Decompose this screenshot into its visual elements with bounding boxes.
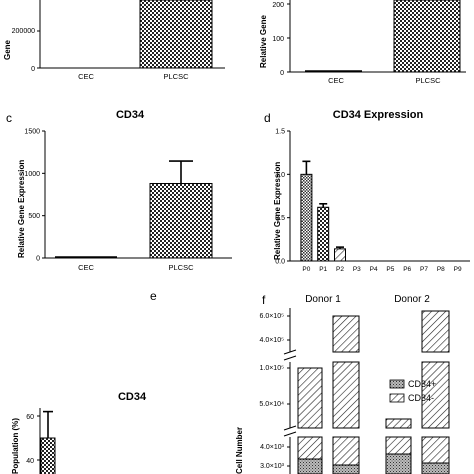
d-y-tick-label: 1.0 <box>275 172 285 179</box>
d-x-tick-label: P0 <box>302 266 310 273</box>
a-x-tick-label: CEC <box>78 72 94 81</box>
f-axis-break <box>283 349 297 355</box>
f-bar-donor2-a-cd34pos <box>385 453 412 474</box>
d-bar <box>317 206 330 262</box>
panel-d-letter: d <box>264 111 271 125</box>
f-bar-donor2-b-cd34neg-mid <box>421 361 450 429</box>
f-legend-swatch-cd34pos <box>389 379 405 389</box>
panel-c: c CD34 Relative Gene Expression 0 500 1000… <box>6 109 232 272</box>
a-tick-label: 200000 <box>12 28 35 35</box>
b-tick-label: 0 <box>280 70 284 77</box>
b-tick-label: 200 <box>272 2 284 9</box>
a-tick-label: 0 <box>31 66 35 73</box>
f-legend: CD34+ CD34- <box>389 379 436 403</box>
f-bar-donor1-b-cd34neg-top <box>332 315 360 353</box>
f-tick-label: 6.0×10⁵ <box>259 313 284 320</box>
f-tick-label: 3.0×10³ <box>260 463 285 470</box>
e-tick-label: 40 <box>26 458 34 465</box>
b-x-tick-label: CEC <box>328 76 344 85</box>
d-y-tick-label: 0.5 <box>275 215 285 222</box>
c-y-tick-label: 1500 <box>24 129 40 136</box>
b-y-axis-label: Relative Gene <box>259 15 268 68</box>
d-x-tick-label: P7 <box>420 266 428 273</box>
f-bar-donor2-b-cd34neg-low <box>421 436 450 464</box>
c-y-tick-label: 500 <box>28 213 40 220</box>
d-x-tick-label: P8 <box>437 266 445 273</box>
f-bar-donor1-b-cd34pos <box>332 464 360 474</box>
f-bar-donor2-b-cd34pos <box>421 462 450 474</box>
b-x-tick-label: PLCSC <box>415 76 441 85</box>
panel-c-letter: c <box>6 111 12 125</box>
e-plot-area <box>40 410 56 474</box>
f-group-label-donor2: Donor 2 <box>394 294 430 305</box>
b-tick-label: 100 <box>272 36 284 43</box>
d-bar <box>334 248 346 262</box>
d-x-tick-label: P3 <box>353 266 361 273</box>
f-bar-donor2-b-cd34neg-top <box>421 310 450 353</box>
f-legend-label-cd34pos: CD34+ <box>408 379 436 389</box>
f-bar-donor1-a-cd34pos <box>297 458 323 474</box>
panel-d: d CD34 Expression Relative Gene Expressi… <box>264 109 470 273</box>
panel-b: 200 100 0 Relative Gene CEC PLCSC <box>259 0 466 85</box>
c-x-tick-label: CEC <box>78 263 94 272</box>
f-bar-donor2-a-cd34neg-low <box>385 436 412 455</box>
d-y-tick-label: 0.0 <box>275 259 285 266</box>
c-y-axis-label: Relative Gene Expression <box>17 160 26 258</box>
c-y-tick-label: 1000 <box>24 171 40 178</box>
panel-e: e CD34 Population (%) 60 40 <box>11 289 157 474</box>
d-x-tick-label: P9 <box>454 266 462 273</box>
c-y-tick-label: 0 <box>36 256 40 263</box>
d-bar <box>300 173 313 262</box>
a-bar-plcsc <box>139 0 213 69</box>
f-tick-label: 4.0×10³ <box>260 444 285 451</box>
f-tick-label: 4.0×10⁵ <box>259 337 284 344</box>
d-x-tick-label: P1 <box>319 266 327 273</box>
d-plot-area: 0.0 0.5 1.0 1.5 P0 P1 P2 P3 P4 P5 P6 P7 P8 P9 <box>275 129 470 273</box>
d-x-tick-label: P6 <box>403 266 411 273</box>
d-x-tick-label: P4 <box>370 266 378 273</box>
f-bar-donor1-b-cd34neg-low <box>332 436 360 466</box>
f-tick-label: 1.0×10⁵ <box>259 365 284 372</box>
f-y-axis-label: Cell Number <box>235 427 244 474</box>
e-title: CD34 <box>118 391 147 403</box>
c-plot-area: 0 500 1000 1500 CEC PLCSC <box>24 129 232 272</box>
panel-f: f Donor 1 Donor 2 Cell Number 6.0×10⁵ 4.… <box>235 293 450 474</box>
panel-e-letter: e <box>150 289 157 303</box>
f-bar-donor1-a-cd34neg-mid <box>297 367 323 429</box>
f-axis-break <box>283 355 297 361</box>
c-x-tick-label: PLCSC <box>168 263 194 272</box>
d-x-tick-label: P2 <box>336 266 344 273</box>
f-legend-swatch-cd34neg <box>389 393 405 403</box>
a-y-axis-label: Gene <box>3 39 12 60</box>
e-y-axis-label: Population (%) <box>11 418 20 474</box>
e-bar <box>40 437 56 474</box>
e-tick-label: 60 <box>26 414 34 421</box>
f-bar-donor2-a-cd34neg-mid <box>385 418 412 429</box>
f-tick-label: 5.0×10⁴ <box>259 401 284 408</box>
b-bar-plcsc <box>393 0 461 73</box>
f-group-label-donor1: Donor 1 <box>305 294 341 305</box>
panel-f-letter: f <box>262 293 266 307</box>
c-title: CD34 <box>116 109 145 121</box>
d-y-tick-label: 1.5 <box>275 129 285 136</box>
c-bar <box>149 182 213 259</box>
f-bar-donor1-b-cd34neg-mid <box>332 361 360 429</box>
f-axis-break <box>283 425 297 431</box>
d-x-tick-label: P5 <box>386 266 394 273</box>
f-bar-donor1-a-cd34neg-low <box>297 436 323 460</box>
panel-a: 200000 0 Gene CEC PLCSC <box>3 0 225 81</box>
f-axis-break <box>283 431 297 437</box>
f-legend-label-cd34neg: CD34- <box>408 393 434 403</box>
a-x-tick-label: PLCSC <box>163 72 189 81</box>
d-title: CD34 Expression <box>333 109 424 121</box>
d-y-axis-label: Relative Gene Expression <box>273 162 282 260</box>
